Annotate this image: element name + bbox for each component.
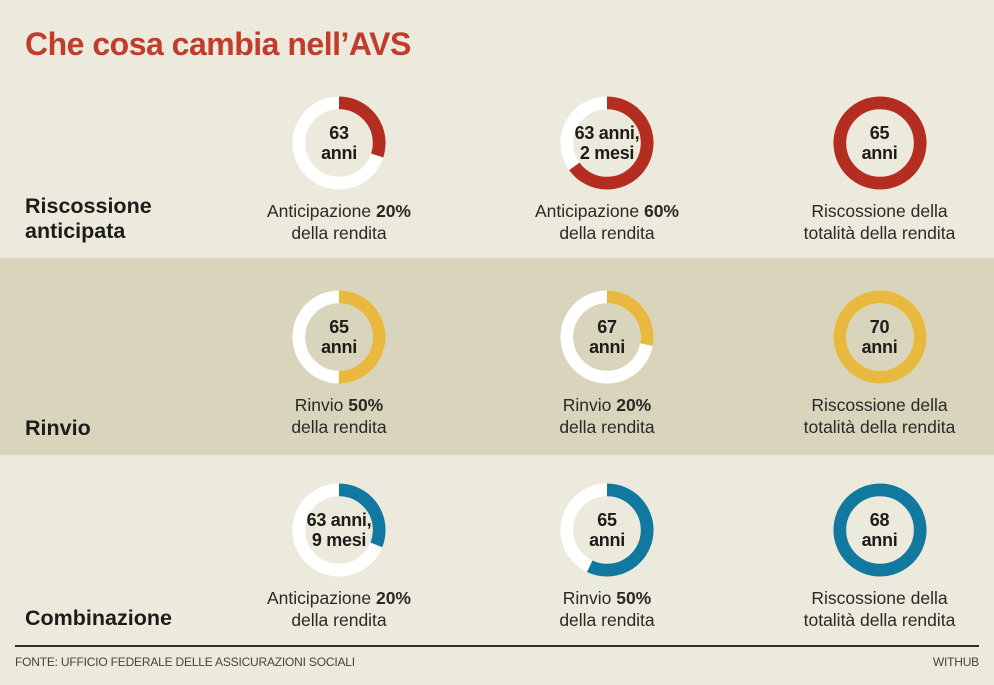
- donut-cell: 65 anni Rinvio 50% della rendita: [205, 258, 473, 455]
- donut-cell: 68 anni Riscossione della totalità della…: [753, 455, 994, 645]
- donut-ring-svg: [560, 483, 654, 577]
- donut-chart: 65 anni: [558, 481, 656, 579]
- donut-chart: 70 anni: [831, 288, 929, 386]
- donut-ring-svg: [292, 483, 386, 577]
- donut-age-label: 63 anni, 9 mesi: [306, 510, 372, 550]
- donut-caption: Rinvio 50% della rendita: [559, 588, 655, 630]
- row-riscossione-anticipata: Riscossione anticipata 63 anni Anticipaz…: [0, 88, 994, 258]
- donut-caption: Rinvio 50% della rendita: [291, 395, 387, 437]
- donut-chart: 65 anni: [290, 288, 388, 386]
- donut-ring-svg: [832, 96, 927, 190]
- donut-ring-svg: [292, 290, 386, 384]
- row-label-combinazione: Combinazione: [25, 606, 172, 630]
- source-note: FONTE: UFFICIO FEDERALE DELLE ASSICURAZI…: [15, 655, 355, 669]
- donut-cell: 63 anni, 2 mesi Anticipazione 60% della …: [473, 88, 741, 258]
- row-label-riscossione-anticipata: Riscossione anticipata: [25, 194, 152, 243]
- donut-ring-svg: [292, 96, 386, 190]
- row-label-rinvio: Rinvio: [25, 416, 91, 440]
- masthead: Che cosa cambia nell’AVS: [0, 0, 994, 88]
- footer: FONTE: UFFICIO FEDERALE DELLE ASSICURAZI…: [15, 645, 979, 669]
- donut-cell: 70 anni Riscossione della totalità della…: [753, 258, 994, 455]
- donut-chart: 67 anni: [558, 288, 656, 386]
- row-combinazione: Combinazione 63 anni, 9 mesi Anticipazio…: [0, 455, 994, 645]
- donut-caption: Riscossione della totalità della rendita: [803, 395, 956, 437]
- donut-age-label: 65 anni: [589, 510, 625, 550]
- donut-chart: 63 anni, 2 mesi: [558, 94, 656, 192]
- donut-ring-svg: [832, 290, 927, 384]
- donut-age-label: 65 anni: [861, 123, 898, 163]
- donut-age-label: 67 anni: [589, 317, 625, 357]
- donut-caption: Rinvio 20% della rendita: [559, 395, 655, 437]
- donut-cell: 63 anni Anticipazione 20% della rendita: [205, 88, 473, 258]
- credit-label: WITHUB: [932, 655, 979, 669]
- donut-cell: 67 anni Rinvio 20% della rendita: [473, 258, 741, 455]
- donut-cell: 65 anni Riscossione della totalità della…: [753, 88, 994, 258]
- donut-caption: Riscossione della totalità della rendita: [803, 588, 956, 630]
- row-rinvio: Rinvio 65 anni Rinvio 50% della rendita: [0, 258, 994, 455]
- donut-cell: 65 anni Rinvio 50% della rendita: [473, 455, 741, 645]
- donut-age-label: 70 anni: [861, 317, 898, 357]
- donut-ring-svg: [560, 96, 654, 190]
- donut-age-label: 63 anni: [321, 123, 357, 163]
- donut-ring-svg: [832, 483, 927, 577]
- donut-chart: 65 anni: [831, 94, 929, 192]
- donut-age-label: 63 anni, 2 mesi: [574, 123, 640, 163]
- donut-age-label: 65 anni: [321, 317, 357, 357]
- donut-caption: Anticipazione 20% della rendita: [267, 201, 411, 243]
- donut-caption: Anticipazione 20% della rendita: [267, 588, 411, 630]
- donut-cell: 63 anni, 9 mesi Anticipazione 20% della …: [205, 455, 473, 645]
- donut-chart: 63 anni, 9 mesi: [290, 481, 388, 579]
- donut-caption: Riscossione della totalità della rendita: [803, 201, 956, 243]
- donut-caption: Anticipazione 60% della rendita: [535, 201, 679, 243]
- page-title: Che cosa cambia nell’AVS: [25, 26, 411, 62]
- donut-chart: 68 anni: [831, 481, 929, 579]
- donut-chart: 63 anni: [290, 94, 388, 192]
- donut-age-label: 68 anni: [861, 510, 898, 550]
- donut-ring-svg: [560, 290, 654, 384]
